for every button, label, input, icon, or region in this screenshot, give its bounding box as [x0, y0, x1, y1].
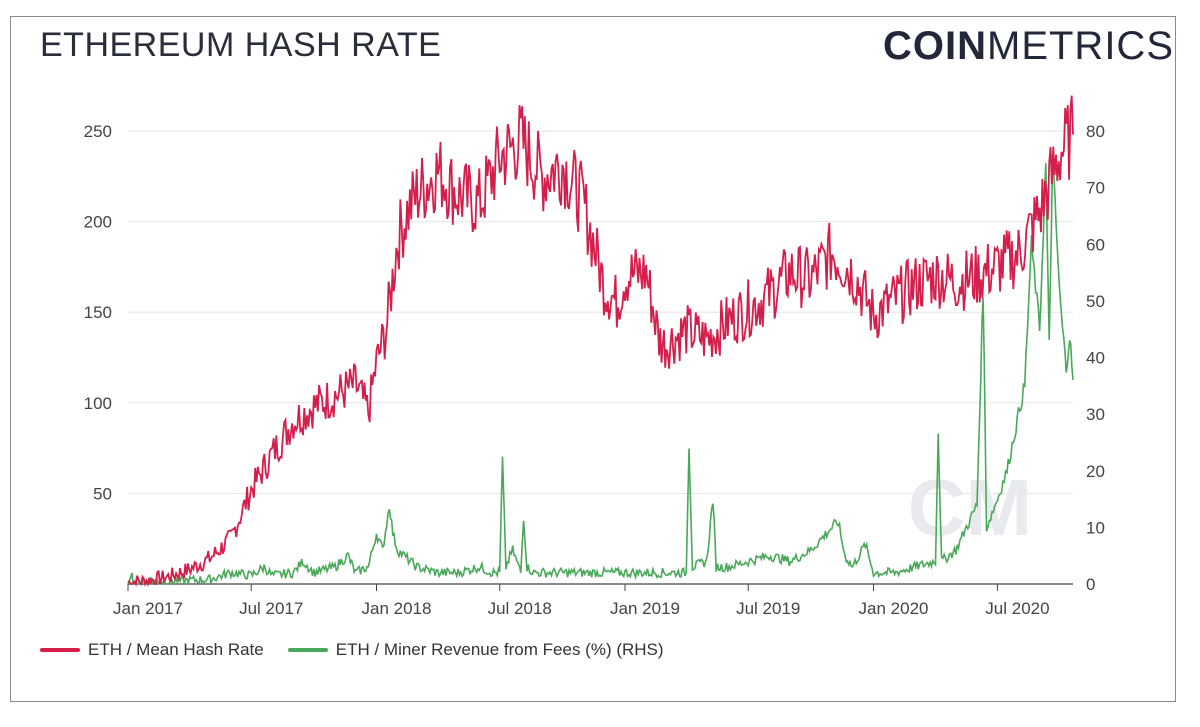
- y-right-tick-label: 80: [1086, 122, 1105, 141]
- legend-item-fees: ETH / Miner Revenue from Fees (%) (RHS): [287, 640, 664, 660]
- x-tick-label: Jan 2018: [362, 599, 432, 618]
- x-tick-label: Jul 2019: [736, 599, 800, 618]
- watermark: CM: [908, 463, 1032, 552]
- legend-swatch-fees: [287, 648, 328, 652]
- y-right-tick-label: 50: [1086, 292, 1105, 311]
- page-title: ETHEREUM HASH RATE: [40, 26, 442, 64]
- brand-light: METRICS: [987, 24, 1174, 68]
- x-tick-label: Jan 2017: [113, 599, 183, 618]
- legend: ETH / Mean Hash Rate ETH / Miner Revenue…: [40, 640, 688, 660]
- fees-series-line: [127, 154, 1074, 587]
- brand-bold: COIN: [883, 24, 987, 68]
- y-left-tick-label: 100: [84, 394, 112, 413]
- y-left-tick-label: 250: [84, 122, 112, 141]
- y-right-tick-label: 20: [1086, 462, 1105, 481]
- y-left-tick-label: 150: [84, 303, 112, 322]
- brand-logo: COINMETRICS: [883, 24, 1174, 69]
- y-left-tick-label: 200: [84, 213, 112, 232]
- y-right-tick-label: 40: [1086, 349, 1105, 368]
- y-right-tick-label: 60: [1086, 235, 1105, 254]
- legend-item-hash: ETH / Mean Hash Rate: [40, 640, 264, 660]
- y-right-axis: 80 70 60 50 40 30 20 10 0: [1086, 122, 1105, 594]
- x-tick-label: Jul 2017: [239, 599, 303, 618]
- x-tick-label: Jan 2019: [610, 599, 680, 618]
- legend-label-hash: ETH / Mean Hash Rate: [88, 640, 264, 659]
- hash-rate-series-line: [127, 95, 1074, 588]
- grid-lines: [128, 130, 1073, 585]
- x-axis: Jan 2017 Jul 2017 Jan 2018 Jul 2018 Jan 2019…: [113, 584, 1050, 618]
- y-right-tick-label: 10: [1086, 518, 1105, 537]
- y-left-axis: 250 200 150 100 50: [84, 122, 112, 503]
- y-right-tick-label: 70: [1086, 179, 1105, 198]
- legend-label-fees: ETH / Miner Revenue from Fees (%) (RHS): [335, 640, 664, 659]
- x-tick-label: Jul 2018: [488, 599, 552, 618]
- y-left-tick-label: 50: [93, 484, 112, 503]
- x-tick-label: Jul 2020: [985, 599, 1049, 618]
- legend-swatch-hash: [40, 648, 80, 652]
- x-tick-label: Jan 2020: [859, 599, 929, 618]
- y-right-tick-label: 30: [1086, 405, 1105, 424]
- y-right-tick-label: 0: [1086, 575, 1095, 594]
